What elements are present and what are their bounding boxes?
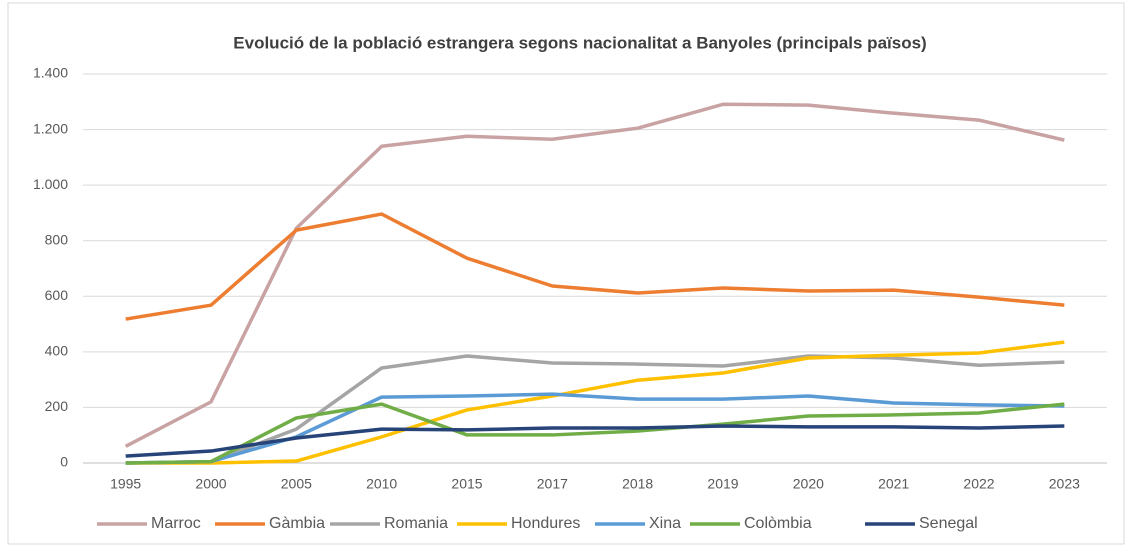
x-tick-label: 2000	[195, 476, 226, 492]
y-tick-label: 600	[45, 287, 69, 303]
line-series	[125, 212, 1065, 321]
x-tick-label: 2005	[281, 476, 312, 492]
y-tick-label: 1.000	[33, 176, 68, 192]
x-tick-label: 2022	[963, 476, 994, 492]
legend-label: Xina	[649, 515, 681, 532]
x-tick-label: 2017	[537, 476, 568, 492]
chart-frame	[7, 2, 1125, 545]
x-tick-label: 2015	[451, 476, 482, 492]
line-series	[125, 354, 1065, 465]
line-series	[125, 424, 1065, 458]
legend-label: Colòmbia	[744, 515, 812, 532]
line-series	[125, 402, 1065, 465]
line-series	[124, 102, 1065, 448]
chart-title: Evolució de la població estrangera segon…	[233, 33, 926, 52]
x-tick-label: 2018	[622, 476, 653, 492]
legend-label: Senegal	[919, 515, 978, 532]
legend-label: Gàmbia	[269, 515, 325, 532]
y-tick-label: 400	[45, 343, 69, 359]
x-tick-label: 2010	[366, 476, 397, 492]
legend-label: Hondures	[511, 515, 580, 532]
y-tick-label: 200	[45, 398, 69, 414]
legend-label: Romania	[384, 515, 448, 532]
y-tick-label: 800	[45, 231, 69, 247]
x-tick-label: 2019	[707, 476, 738, 492]
x-tick-label: 2020	[793, 476, 824, 492]
x-tick-label: 1995	[110, 476, 141, 492]
line-series	[125, 340, 1065, 465]
legend-label: Marroc	[151, 515, 201, 532]
y-tick-label: 1.400	[33, 65, 68, 81]
x-tick-label: 2021	[878, 476, 909, 492]
y-tick-label: 0	[60, 454, 68, 470]
y-tick-label: 1.200	[33, 120, 68, 136]
x-tick-label: 2023	[1049, 476, 1080, 492]
